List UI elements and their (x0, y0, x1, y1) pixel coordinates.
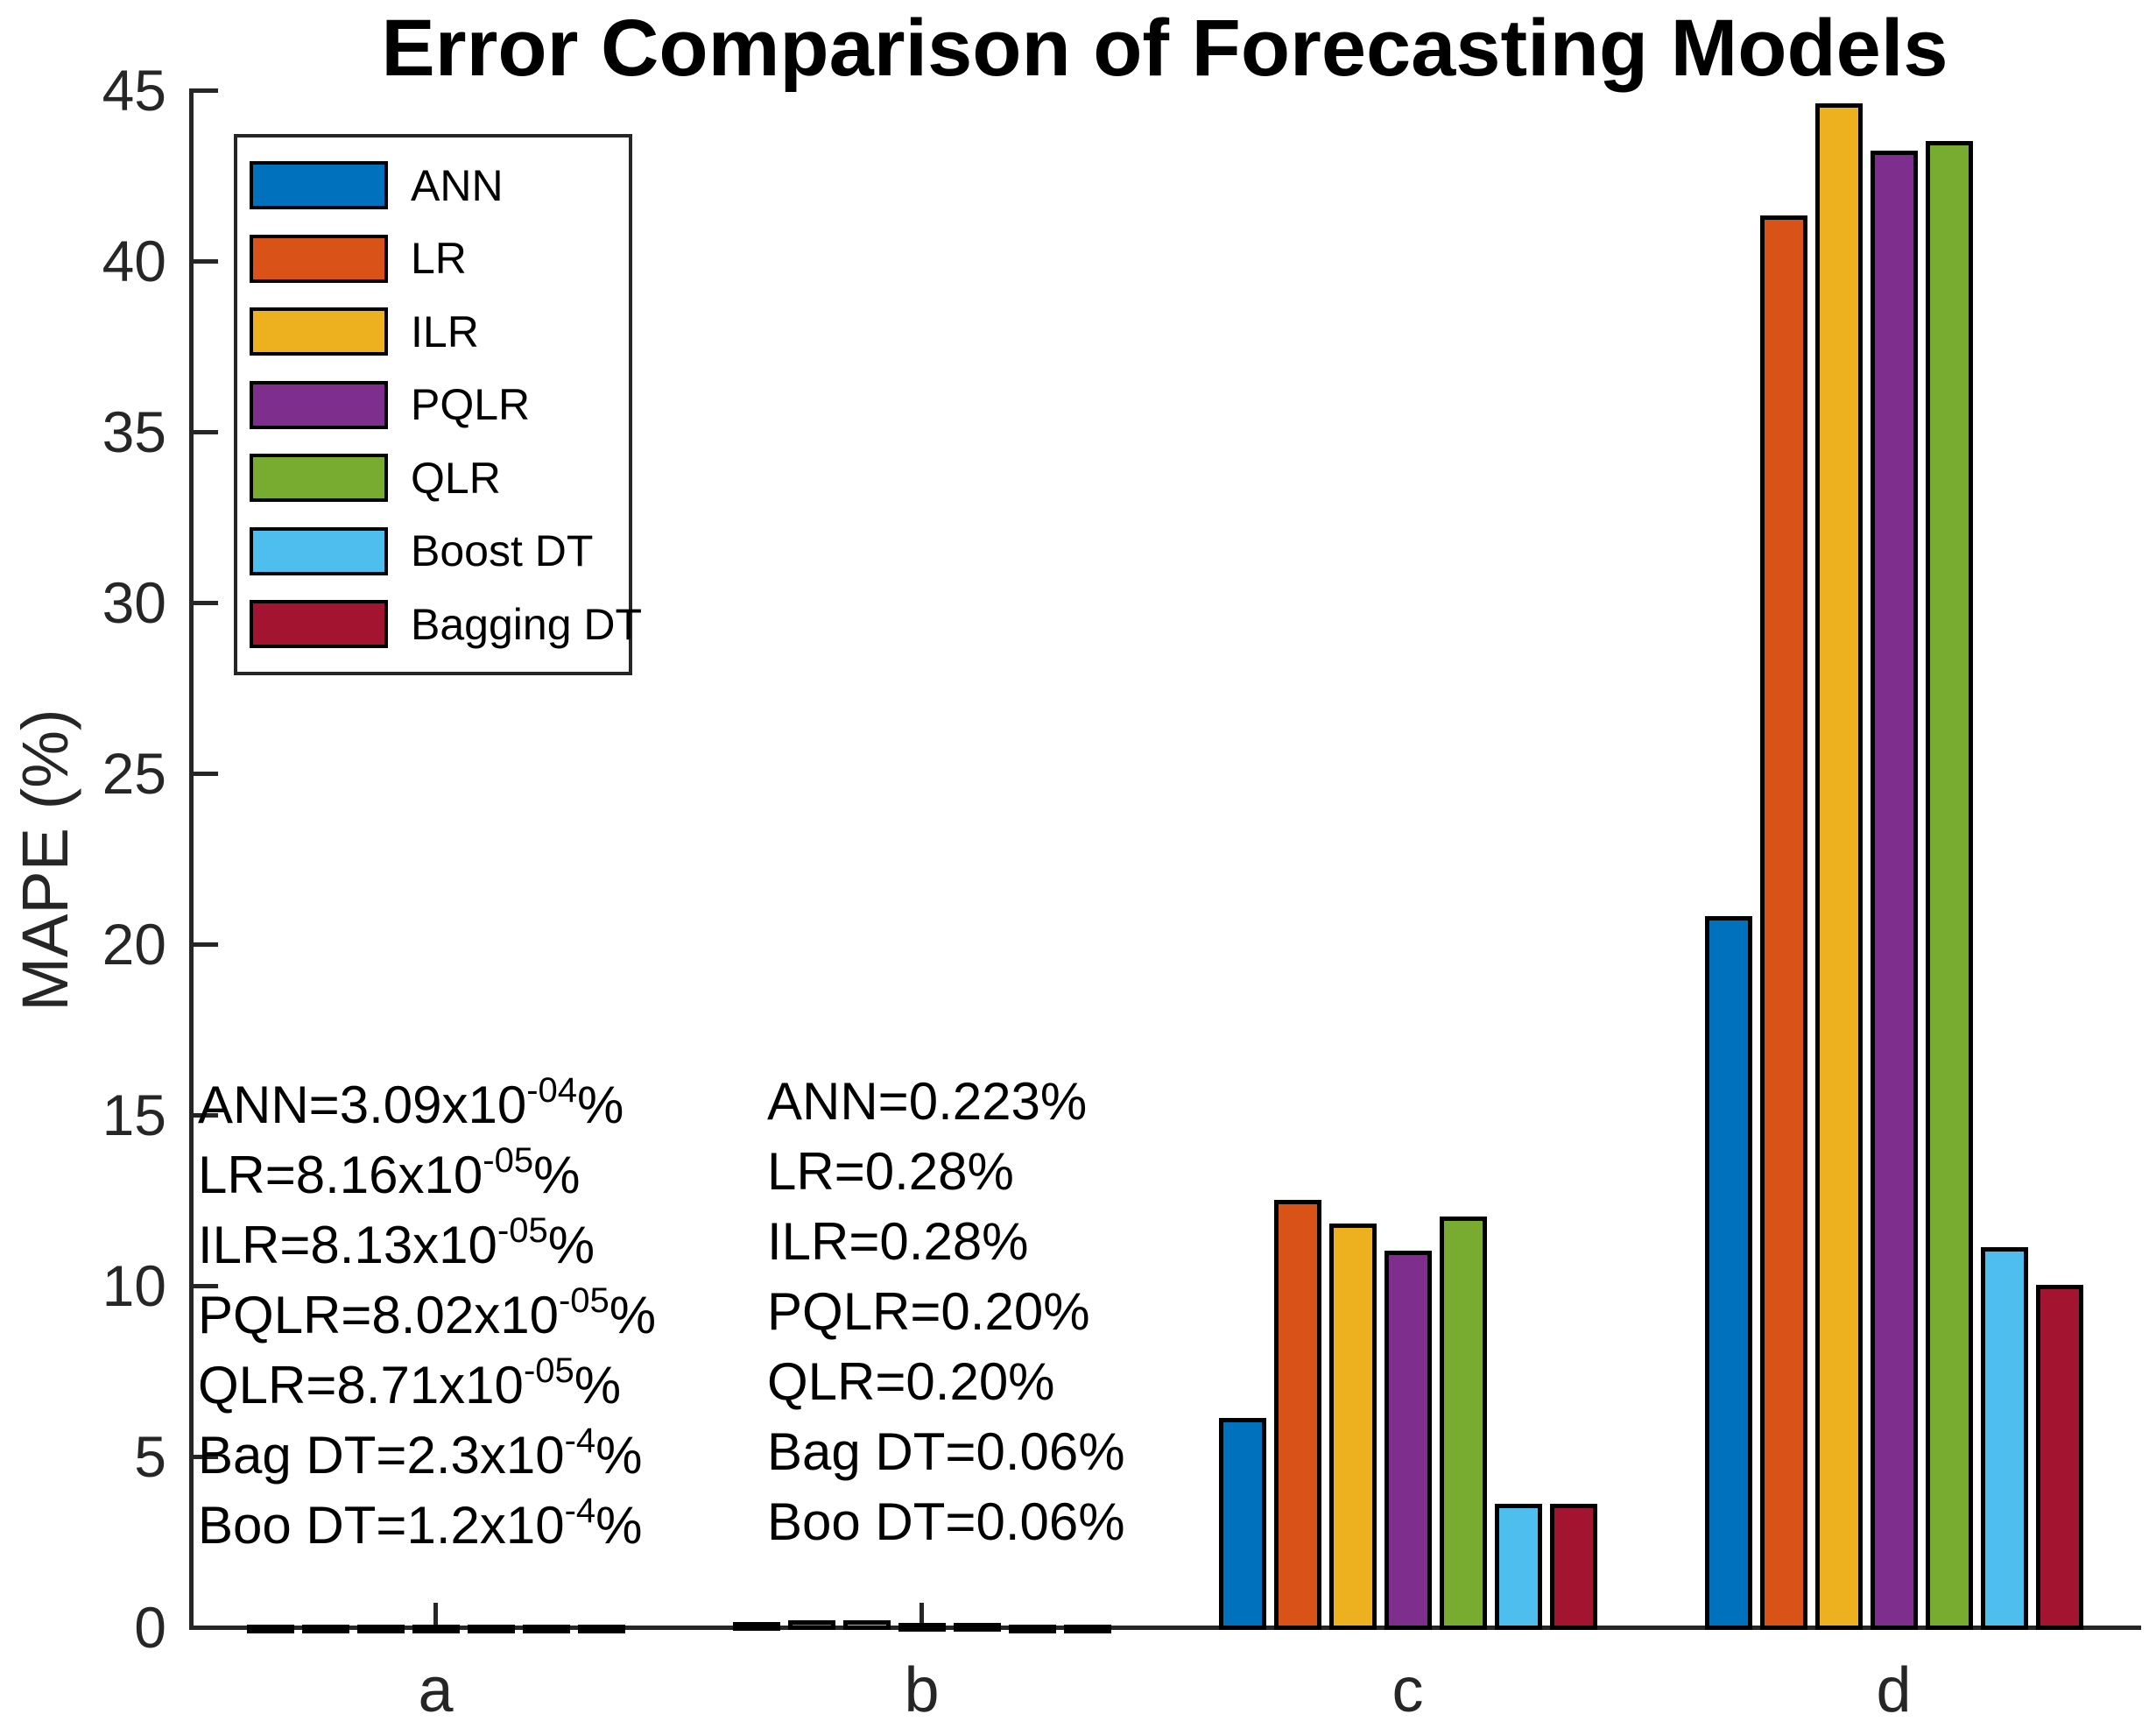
bar (1980, 1247, 2028, 1630)
bar (1704, 916, 1752, 1630)
bar (1384, 1251, 1432, 1630)
annotation-line: Boo DT=0.06% (767, 1492, 1125, 1551)
y-tick (194, 1284, 218, 1288)
bar (1814, 103, 1863, 1630)
annotation-line: QLR=0.20% (767, 1352, 1055, 1411)
annotation-line: ILR=8.13x10-05% (198, 1211, 595, 1274)
y-tick-label: 40 (102, 229, 166, 293)
bar (732, 1622, 780, 1631)
annotation-line: Bag DT=0.06% (767, 1422, 1125, 1481)
legend-item: Bagging DT (250, 599, 642, 650)
bar (1759, 215, 1807, 1630)
y-tick-label: 30 (102, 570, 166, 635)
bar (1063, 1625, 1111, 1633)
bar (842, 1620, 891, 1630)
y-tick (194, 88, 218, 93)
annotation-block-right: ANN=0.223% LR=0.28% ILR=0.28% PQLR=0.20% QLR… (767, 1067, 1125, 1557)
legend-swatch (250, 600, 388, 648)
y-tick (194, 1626, 218, 1630)
annotation-line: LR=0.28% (767, 1142, 1014, 1201)
y-tick-label: 5 (134, 1424, 166, 1489)
legend-swatch (250, 380, 388, 429)
y-axis-label: MAPE (%) (9, 709, 81, 1012)
annotation-line: Bag DT=2.3x10-4% (198, 1421, 643, 1485)
bar (246, 1625, 294, 1633)
legend-item: ANN (250, 160, 629, 211)
bar (953, 1623, 1001, 1632)
legend-swatch (250, 526, 388, 575)
y-axis-line (189, 88, 194, 1630)
bar (1925, 141, 1973, 1630)
legend-item: PQLR (250, 379, 629, 430)
bar (1494, 1504, 1542, 1630)
annotation-line: ILR=0.28% (767, 1212, 1029, 1271)
bar (522, 1625, 570, 1633)
legend-label: PQLR (411, 380, 531, 429)
legend-item: LR (250, 233, 629, 284)
y-tick-label: 20 (102, 912, 166, 977)
legend-label: QLR (411, 453, 501, 503)
bar (412, 1625, 460, 1633)
bar (898, 1623, 946, 1632)
bar (2035, 1285, 2083, 1630)
bar (577, 1625, 625, 1633)
bar (1439, 1217, 1487, 1630)
x-tick (919, 1603, 924, 1627)
x-tick-label: c (1392, 1655, 1424, 1725)
bar (301, 1625, 349, 1633)
annotation-line: LR=8.16x10-05% (198, 1141, 581, 1204)
annotation-line: ANN=3.09x10-04% (198, 1071, 624, 1134)
bar (787, 1620, 835, 1630)
y-tick-label: 10 (102, 1253, 166, 1318)
y-tick-label: 45 (102, 58, 166, 123)
bar (1870, 151, 1918, 1630)
y-tick (194, 601, 218, 605)
bar (1549, 1504, 1597, 1630)
legend-item: QLR (250, 453, 629, 504)
x-tick-label: a (418, 1655, 454, 1725)
bar (1218, 1418, 1266, 1630)
legend-swatch (250, 307, 388, 356)
y-tick-label: 15 (102, 1083, 166, 1147)
legend-item: ILR (250, 307, 629, 357)
y-tick-label: 25 (102, 741, 166, 806)
y-tick (194, 772, 218, 776)
bar (356, 1625, 405, 1633)
y-tick (194, 1113, 218, 1118)
y-tick (194, 259, 218, 264)
legend-label: ANN (411, 160, 504, 210)
bar (1328, 1224, 1377, 1630)
chart-title: Error Comparison of Forecasting Models (381, 4, 1948, 93)
annotation-block-left: ANN=3.09x10-04% LR=8.16x10-05% ILR=8.13x10… (198, 1070, 656, 1561)
legend-label: Bagging DT (411, 599, 643, 649)
x-axis-line (189, 1626, 2141, 1630)
bar (467, 1625, 515, 1633)
legend-label: ILR (411, 307, 479, 356)
y-tick (194, 1455, 218, 1459)
legend-label: Boost DT (411, 526, 594, 575)
legend-swatch (250, 161, 388, 209)
x-tick-label: d (1876, 1655, 1912, 1725)
x-tick (433, 1603, 438, 1627)
y-tick (194, 430, 218, 434)
bar (1008, 1625, 1056, 1633)
y-tick-label: 0 (134, 1595, 166, 1660)
annotation-line: QLR=8.71x10-05% (198, 1351, 622, 1414)
y-tick-label: 35 (102, 399, 166, 464)
annotation-line: ANN=0.223% (767, 1072, 1088, 1131)
legend-swatch (250, 454, 388, 502)
bar (1273, 1200, 1321, 1630)
legend-swatch (250, 234, 388, 283)
legend: ANN LR ILR PQLR QLR Boost DT Bagging DT (234, 134, 642, 675)
legend-label: LR (411, 234, 467, 283)
annotation-line: PQLR=0.20% (767, 1282, 1090, 1341)
legend-item: Boost DT (250, 525, 629, 576)
annotation-line: PQLR=8.02x10-05% (198, 1281, 657, 1344)
x-tick-label: b (904, 1655, 940, 1725)
y-tick (194, 942, 218, 947)
annotation-line: Boo DT=1.2x10-4% (198, 1492, 643, 1555)
